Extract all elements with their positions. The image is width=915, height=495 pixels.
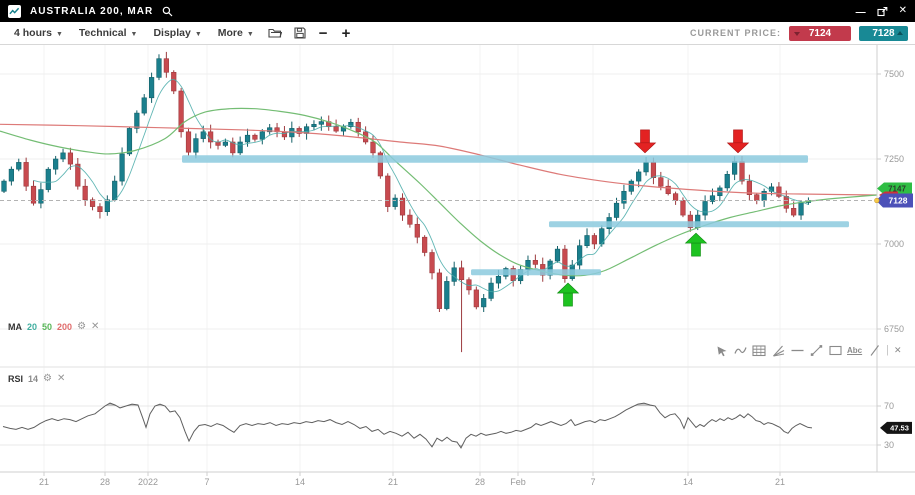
more-dropdown[interactable]: More ▼ xyxy=(217,27,254,39)
svg-text:Feb: Feb xyxy=(510,477,526,487)
trendline-icon[interactable] xyxy=(809,343,823,357)
ma-period-200: 200 xyxy=(57,322,73,332)
instrument-title: AUSTRALIA 200, MAR xyxy=(30,5,154,17)
buy-arrow-icon xyxy=(897,30,903,35)
ma-period-50: 50 xyxy=(42,322,53,332)
minimize-button[interactable]: — xyxy=(855,7,866,18)
ma-period-20: 20 xyxy=(27,322,38,332)
zoom-in-button[interactable]: + xyxy=(341,24,351,42)
zoom-out-button[interactable]: − xyxy=(318,24,328,42)
svg-text:70: 70 xyxy=(884,401,894,411)
drawing-toolbar-close-icon[interactable]: ✕ xyxy=(893,344,902,355)
svg-text:7128: 7128 xyxy=(889,196,908,206)
chart-area: 7500 7250 7000 6750 70 30 21 28 2022 7 14 21 28 Feb 7 1… xyxy=(0,45,915,495)
search-icon[interactable] xyxy=(162,6,173,17)
rsi-period: 14 xyxy=(28,374,39,384)
svg-text:7000: 7000 xyxy=(884,239,904,249)
svg-text:2022: 2022 xyxy=(138,477,158,487)
svg-text:7: 7 xyxy=(204,477,209,487)
horizontal-line-icon[interactable] xyxy=(790,343,804,357)
rsi-settings-gear-icon[interactable]: ⚙ xyxy=(43,373,52,384)
svg-text:30: 30 xyxy=(884,440,894,450)
titlebar: AUSTRALIA 200, MAR — ✕ xyxy=(0,0,915,22)
technical-dropdown[interactable]: Technical ▼ xyxy=(78,27,138,39)
ma-indicator-label: MA 20 50 200 ⚙ ✕ xyxy=(8,321,100,333)
toolbar-separator: | xyxy=(886,344,889,356)
open-folder-icon[interactable] xyxy=(262,27,288,39)
app-logo-icon xyxy=(8,4,21,18)
display-dropdown[interactable]: Display ▼ xyxy=(153,27,202,39)
text-tool[interactable]: Abc xyxy=(847,345,863,355)
current-price-label: CURRENT PRICE: xyxy=(689,28,781,38)
cursor-icon[interactable] xyxy=(714,343,728,357)
fibonacci-grid-icon[interactable] xyxy=(752,343,766,357)
popout-button[interactable] xyxy=(877,6,888,17)
svg-text:21: 21 xyxy=(39,477,49,487)
svg-text:47.53: 47.53 xyxy=(890,424,909,433)
rsi-remove-icon[interactable]: ✕ xyxy=(57,373,66,384)
svg-text:21: 21 xyxy=(388,477,398,487)
svg-text:14: 14 xyxy=(295,477,305,487)
close-button[interactable]: ✕ xyxy=(898,5,907,16)
chevron-down-icon: ▼ xyxy=(194,30,202,38)
sell-arrow-icon xyxy=(794,31,800,36)
timeframe-dropdown[interactable]: 4 hours ▼ xyxy=(14,27,63,39)
chevron-down-icon: ▼ xyxy=(246,30,254,38)
chevron-down-icon: ▼ xyxy=(130,30,138,38)
freehand-draw-icon[interactable] xyxy=(733,343,747,357)
svg-text:7250: 7250 xyxy=(884,154,904,164)
drawing-toolbar: Abc | ✕ xyxy=(714,343,902,357)
buy-price-button[interactable]: 7128 xyxy=(859,25,908,41)
chevron-down-icon: ▼ xyxy=(55,30,63,38)
rectangle-tool-icon[interactable] xyxy=(828,343,842,357)
svg-text:14: 14 xyxy=(683,477,693,487)
ma-settings-gear-icon[interactable]: ⚙ xyxy=(77,321,87,332)
svg-text:28: 28 xyxy=(100,477,110,487)
svg-text:6750: 6750 xyxy=(884,324,904,334)
trend-fan-icon[interactable] xyxy=(771,343,785,357)
svg-text:28: 28 xyxy=(475,477,485,487)
svg-text:7: 7 xyxy=(590,477,595,487)
rsi-indicator-label: RSI 14 ⚙ ✕ xyxy=(8,373,66,385)
svg-text:7147: 7147 xyxy=(888,184,906,193)
chart-toolbar: 4 hours ▼ Technical ▼ Display ▼ More ▼ − + C… xyxy=(0,22,915,45)
ma-remove-icon[interactable]: ✕ xyxy=(91,321,100,332)
svg-text:21: 21 xyxy=(775,477,785,487)
svg-text:7500: 7500 xyxy=(884,69,904,79)
save-icon[interactable] xyxy=(288,27,312,39)
line-tool-icon[interactable] xyxy=(867,343,881,357)
sell-price-button[interactable]: 7124 xyxy=(789,25,851,41)
